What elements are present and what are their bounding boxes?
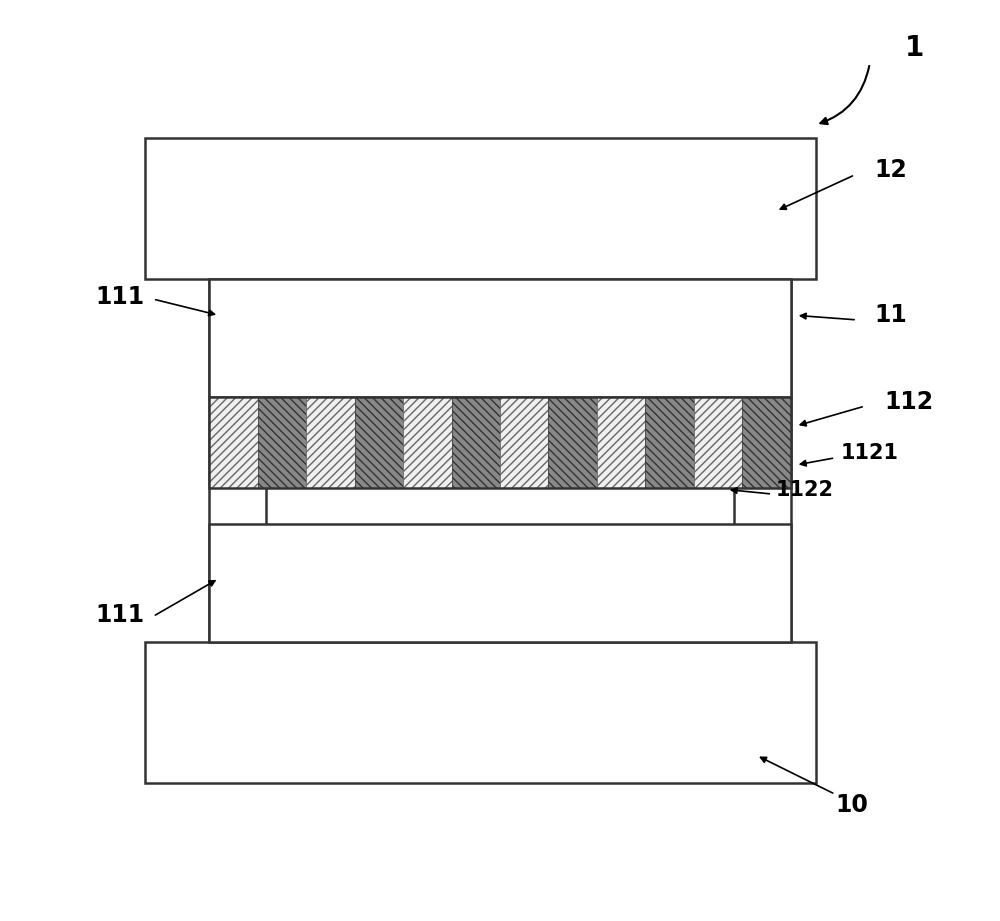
- Bar: [145, 138, 816, 279]
- Bar: [500, 397, 548, 488]
- Text: 10: 10: [835, 793, 868, 817]
- Bar: [452, 397, 500, 488]
- Text: 111: 111: [96, 286, 145, 309]
- Bar: [258, 397, 306, 488]
- Bar: [403, 397, 452, 488]
- Bar: [694, 397, 742, 488]
- Bar: [597, 397, 645, 488]
- Text: 11: 11: [875, 303, 907, 327]
- Bar: [742, 397, 791, 488]
- Bar: [209, 524, 791, 642]
- Bar: [209, 279, 791, 397]
- Text: 1122: 1122: [776, 480, 834, 499]
- Bar: [645, 397, 694, 488]
- Text: 1121: 1121: [840, 443, 898, 463]
- Text: 12: 12: [875, 158, 907, 182]
- Bar: [355, 397, 403, 488]
- Bar: [209, 397, 791, 488]
- Bar: [145, 642, 816, 783]
- Text: 111: 111: [96, 602, 145, 626]
- Bar: [209, 279, 266, 642]
- Text: 112: 112: [885, 390, 934, 414]
- Text: 1: 1: [905, 34, 924, 62]
- Bar: [548, 397, 597, 488]
- Bar: [306, 397, 355, 488]
- Bar: [734, 279, 791, 642]
- Bar: [209, 397, 258, 488]
